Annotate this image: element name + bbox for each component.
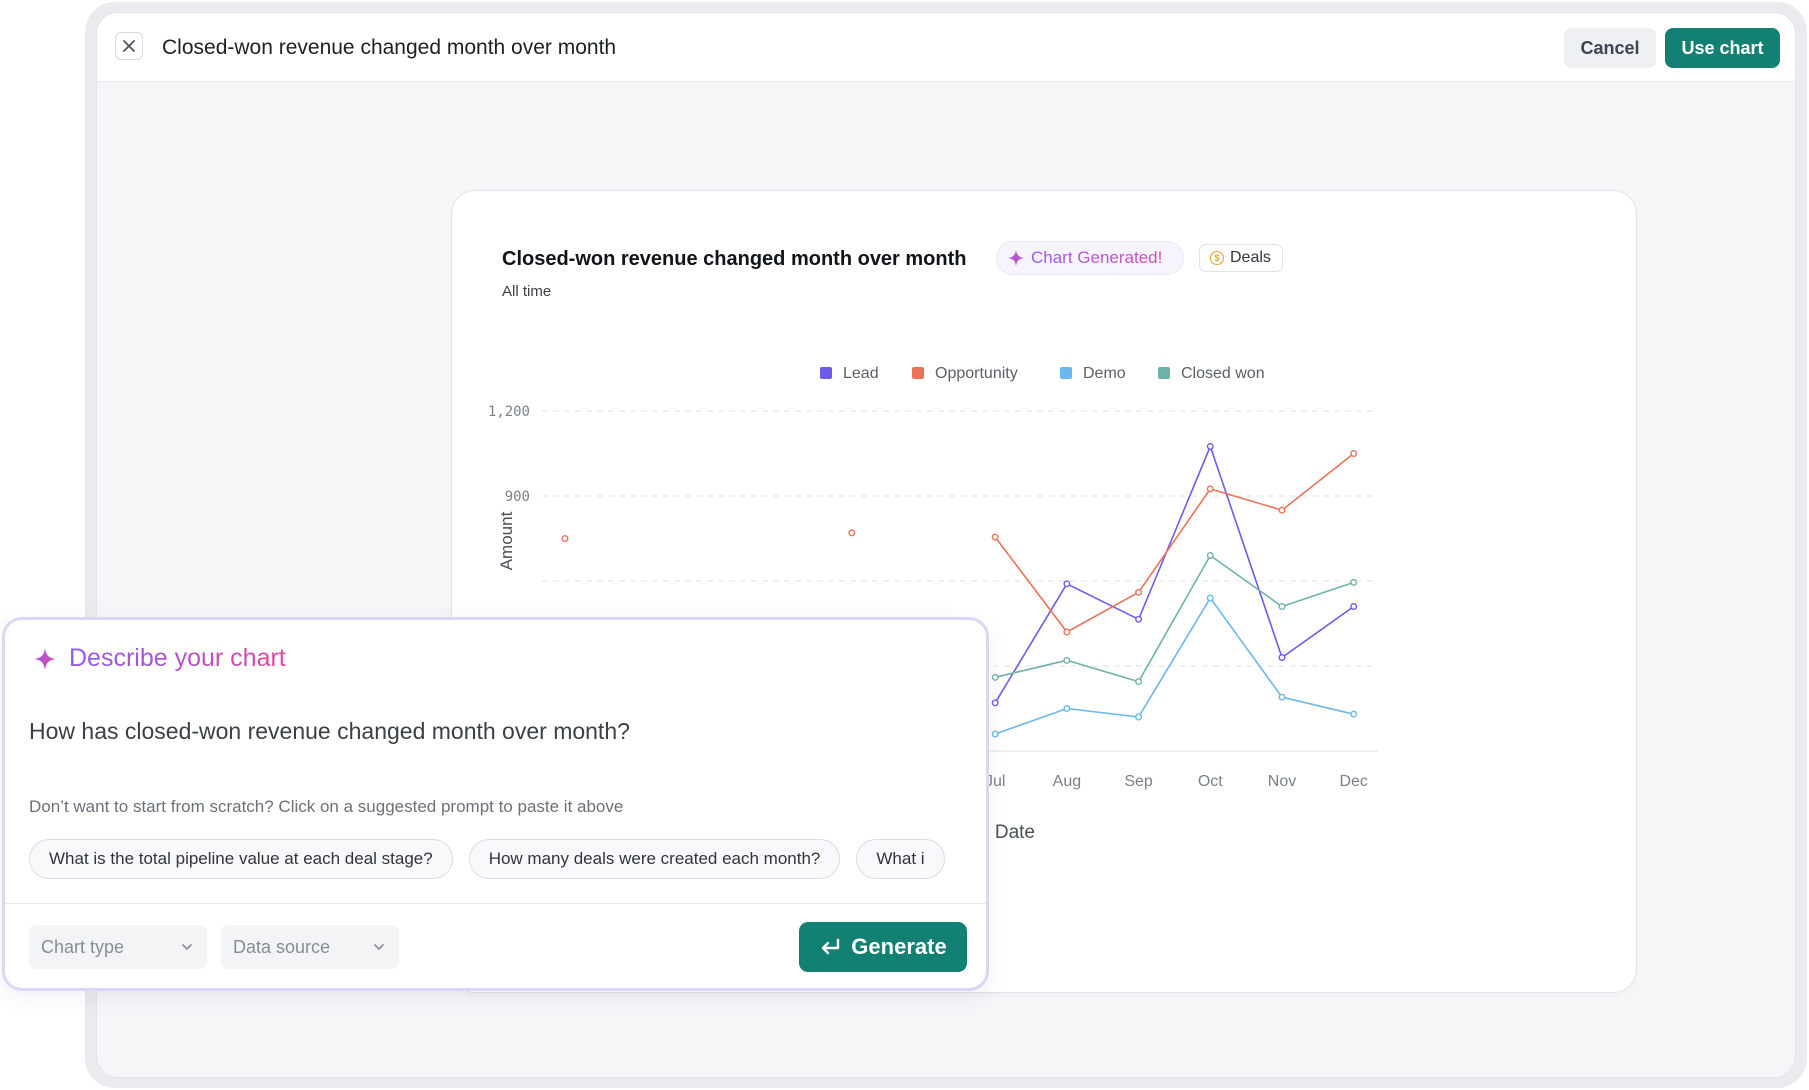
legend-label: Opportunity (935, 365, 1018, 382)
x-tick-label: Jul (985, 773, 1005, 790)
prompt-hint: Don’t want to start from scratch? Click … (29, 797, 624, 816)
dialog-heading: Describe your chart (69, 644, 286, 672)
data-point (1350, 710, 1358, 718)
suggested-prompts: What is the total pipeline value at each… (29, 839, 945, 879)
divider (5, 903, 986, 904)
enter-return-icon (822, 938, 840, 955)
series-line (994, 445, 1355, 704)
series-line (994, 597, 1354, 735)
y-axis-label: Amount (497, 511, 516, 570)
data-point (1206, 442, 1214, 450)
data-point (1063, 580, 1071, 588)
legend-label: Lead (843, 365, 879, 382)
x-tick-label: Oct (1198, 773, 1223, 790)
chevron-down-icon (182, 944, 192, 951)
x-axis-label: d Date (979, 822, 1035, 843)
data-point (848, 529, 856, 537)
data-point (1206, 485, 1214, 493)
legend-swatch (1158, 367, 1170, 379)
data-point (1206, 552, 1214, 560)
data-point (1278, 603, 1286, 611)
sparkle-icon (1007, 249, 1025, 267)
chart-title: Closed-won revenue changed month over mo… (502, 248, 967, 270)
prompt-input[interactable]: How has closed-won revenue changed month… (29, 718, 630, 744)
suggested-prompt-chip[interactable]: What i (856, 839, 945, 879)
legend-swatch (912, 367, 924, 379)
data-point (1135, 713, 1143, 721)
dialog-header: Describe your chart (33, 644, 286, 673)
data-point (1350, 450, 1358, 458)
x-tick-label: Aug (1053, 773, 1081, 790)
data-point (1135, 615, 1143, 623)
y-tick-label: 1,200 (488, 404, 530, 420)
legend-label: Closed won (1181, 365, 1265, 382)
data-point (1350, 603, 1358, 611)
page-title: Closed-won revenue changed month over mo… (162, 36, 617, 59)
data-source-badge[interactable]: $ Deals (1199, 244, 1283, 272)
data-source-placeholder: Data source (233, 936, 331, 957)
legend-swatch (1060, 367, 1072, 379)
data-point (1350, 578, 1358, 586)
data-point (991, 699, 999, 707)
data-point (561, 535, 569, 543)
chart-generated-badge: Chart Generated! (996, 241, 1184, 275)
data-source-select[interactable]: Data source (221, 925, 399, 969)
dollar-coin-icon: $ (1210, 251, 1224, 265)
suggested-prompt-chip[interactable]: What is the total pipeline value at each… (29, 839, 453, 879)
legend-label: Demo (1083, 365, 1126, 382)
data-point (1278, 506, 1286, 514)
chart-generated-label: Chart Generated! (1031, 248, 1163, 267)
chart-type-select[interactable]: Chart type (29, 925, 207, 969)
x-tick-label: Nov (1268, 773, 1296, 790)
x-tick-label: Sep (1124, 773, 1153, 790)
y-tick-label: 900 (505, 489, 530, 505)
generate-button[interactable]: Generate (799, 922, 967, 972)
data-point (991, 673, 999, 681)
data-point (1063, 705, 1071, 713)
close-button[interactable] (115, 32, 143, 60)
data-point (1063, 656, 1071, 664)
data-point (991, 533, 999, 541)
use-chart-button[interactable]: Use chart (1665, 28, 1780, 68)
data-point (1063, 628, 1071, 636)
series-line (994, 452, 1355, 633)
data-point (1278, 654, 1286, 662)
data-point (1135, 678, 1143, 686)
suggested-prompt-chip[interactable]: How many deals were created each month? (468, 839, 841, 879)
chart-type-placeholder: Chart type (41, 936, 125, 957)
legend-swatch (820, 367, 832, 379)
close-icon (123, 40, 135, 52)
describe-chart-dialog: Describe your chart How has closed-won r… (2, 617, 989, 991)
data-source-label: Deals (1230, 249, 1271, 266)
cancel-button[interactable]: Cancel (1564, 28, 1656, 68)
generate-label: Generate (851, 934, 947, 959)
data-point (991, 730, 999, 738)
data-point (1206, 594, 1214, 602)
x-tick-label: Dec (1339, 773, 1367, 790)
data-point (1278, 693, 1286, 701)
series-line (995, 554, 1354, 683)
chevron-down-icon (374, 944, 384, 951)
chart-subtitle: All time (502, 283, 552, 300)
sparkle-icon (34, 647, 56, 670)
top-bar: Closed-won revenue changed month over mo… (97, 13, 1795, 82)
data-point (1135, 588, 1143, 596)
